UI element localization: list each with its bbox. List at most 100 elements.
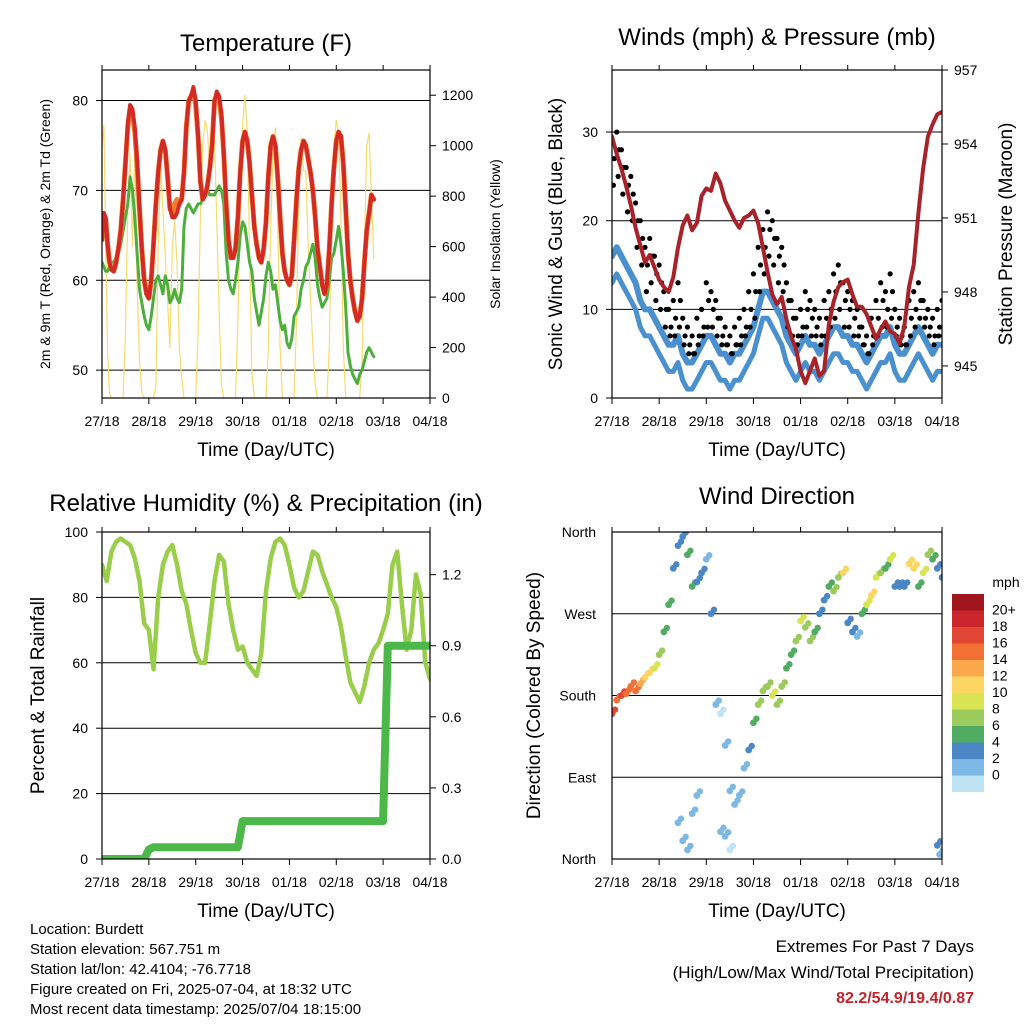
gust-point bbox=[819, 333, 825, 339]
gust-point bbox=[927, 324, 933, 330]
direction-point bbox=[658, 647, 666, 654]
gust-point bbox=[750, 271, 757, 277]
gust-point bbox=[662, 324, 668, 330]
gust-point bbox=[676, 324, 683, 330]
x-tick-label: 02/18 bbox=[830, 874, 865, 890]
gust-point bbox=[781, 262, 787, 268]
gust-point bbox=[624, 209, 631, 215]
gust-point bbox=[643, 289, 650, 295]
x-tick-label: 03/18 bbox=[366, 874, 401, 890]
gust-point bbox=[709, 324, 716, 330]
gust-point bbox=[615, 173, 621, 179]
y-tick-label: South bbox=[559, 688, 596, 704]
x-tick-label: 27/18 bbox=[84, 874, 119, 890]
chart-panel-direction: Wind Direction North East South West North 27/… bbox=[524, 483, 1020, 922]
legend-swatch bbox=[952, 742, 984, 759]
gust-point bbox=[752, 315, 758, 321]
direction-point bbox=[922, 565, 930, 573]
extremes-title: Extremes For Past 7 Days bbox=[775, 937, 974, 956]
gust-point bbox=[640, 235, 646, 242]
chart-title: Wind Direction bbox=[699, 483, 855, 510]
direction-point bbox=[706, 552, 713, 559]
gust-point bbox=[860, 342, 866, 348]
direction-point bbox=[938, 574, 942, 581]
gust-point bbox=[807, 297, 813, 304]
gust-point bbox=[771, 262, 777, 268]
direction-point bbox=[677, 538, 685, 545]
gust-point bbox=[816, 315, 823, 321]
gust-point bbox=[896, 315, 903, 321]
direction-point bbox=[847, 615, 854, 623]
y-tick-label: North bbox=[562, 524, 596, 540]
recent-text: Most recent data timestamp: 2025/07/04 1… bbox=[30, 1001, 362, 1018]
gust-point bbox=[665, 306, 672, 312]
gust-point bbox=[852, 315, 858, 321]
gust-point bbox=[847, 306, 853, 312]
gust-point bbox=[885, 306, 891, 312]
gust-point bbox=[680, 315, 686, 321]
gust-point bbox=[739, 333, 745, 339]
x-tick-label: 27/18 bbox=[594, 874, 629, 890]
gust-point bbox=[873, 297, 879, 304]
y-tick-label: 70 bbox=[72, 182, 88, 198]
x-tick-label: 01/18 bbox=[783, 874, 818, 890]
chart-title: Winds (mph) & Pressure (mb) bbox=[618, 24, 935, 51]
created-text: Figure created on Fri, 2025-07-04, at 18… bbox=[30, 981, 352, 998]
direction-point bbox=[729, 783, 737, 791]
y2-tick-label: 1.2 bbox=[442, 567, 462, 583]
gust-point bbox=[618, 147, 625, 153]
y-tick-label: 60 bbox=[72, 655, 88, 671]
gust-point bbox=[670, 297, 676, 304]
gust-point bbox=[779, 244, 785, 250]
x-tick-label: 30/18 bbox=[736, 874, 771, 890]
gust-point bbox=[614, 129, 620, 135]
legend-swatch bbox=[952, 693, 984, 710]
x-tick-label: 02/18 bbox=[319, 413, 354, 429]
direction-point bbox=[776, 697, 784, 704]
gust-point bbox=[937, 324, 942, 330]
direction-point bbox=[861, 606, 869, 613]
y-axis-label: Direction (Colored By Speed) bbox=[524, 572, 545, 819]
gust-point bbox=[780, 289, 786, 295]
gust-point bbox=[694, 315, 700, 321]
x-tick-label: 30/18 bbox=[225, 874, 260, 890]
x-tick-label: 03/18 bbox=[877, 874, 912, 890]
y2-tick-label: 1200 bbox=[442, 87, 473, 103]
direction-point bbox=[932, 552, 939, 559]
gust-point bbox=[741, 306, 747, 312]
plot-area bbox=[102, 536, 430, 859]
y-tick-label: 80 bbox=[72, 589, 88, 605]
y-tick-label: 60 bbox=[72, 272, 88, 288]
gust-point bbox=[812, 306, 818, 312]
plot-frame bbox=[101, 69, 431, 399]
gust-point bbox=[705, 324, 711, 330]
direction-point bbox=[805, 620, 812, 627]
gust-point bbox=[675, 280, 681, 286]
gust-point bbox=[936, 333, 942, 339]
gust-point bbox=[648, 280, 654, 286]
x-tick-label: 01/18 bbox=[272, 413, 307, 429]
gust-point bbox=[908, 315, 914, 321]
direction-point bbox=[828, 579, 836, 586]
gust-point bbox=[865, 351, 871, 357]
direction-point bbox=[612, 706, 619, 713]
gust-point bbox=[623, 164, 629, 171]
legend-label: 2 bbox=[992, 750, 1000, 766]
x-tick-label: 29/18 bbox=[178, 413, 213, 429]
y2-axis-label: Station Pressure (Maroon) bbox=[996, 123, 1017, 346]
y2-tick-label: 954 bbox=[954, 136, 978, 152]
gust-point bbox=[814, 324, 820, 330]
gust-point bbox=[808, 333, 815, 339]
gust-point bbox=[681, 342, 687, 348]
gust-point bbox=[628, 173, 634, 179]
gust-point bbox=[701, 324, 707, 330]
direction-point bbox=[939, 847, 942, 854]
x-tick-label: 27/18 bbox=[594, 413, 629, 429]
gust-point bbox=[647, 235, 653, 242]
plot-area bbox=[612, 109, 942, 392]
x-tick-label: 04/18 bbox=[924, 413, 959, 429]
gust-point bbox=[723, 342, 730, 348]
gust-point bbox=[800, 324, 806, 330]
gust-point bbox=[634, 244, 640, 250]
x-tick-label: 28/18 bbox=[131, 874, 166, 890]
